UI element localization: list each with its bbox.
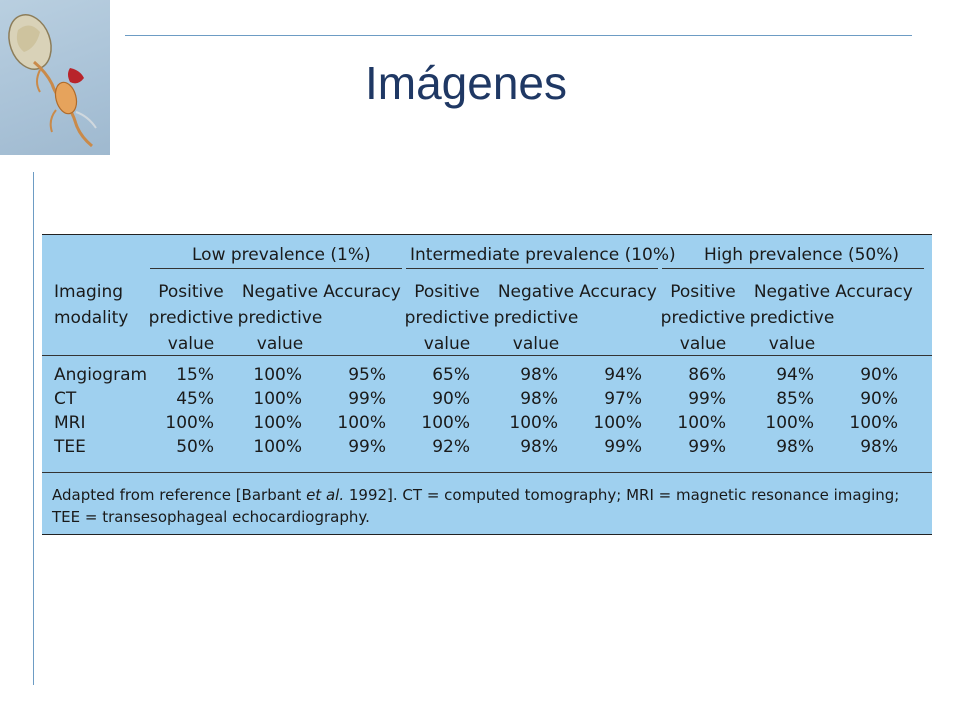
value-cell: 100% [337,413,386,433]
group-header-intermediate: Intermediate prevalence (10%) [410,245,676,265]
table-row: TEE 50% 100% 99% 92% 98% 99% 99% 98% 98% [42,435,932,459]
value-cell: 95% [348,365,386,385]
table-row: CT 45% 100% 99% 90% 98% 97% 99% 85% 90% [42,387,932,411]
modality-cell: TEE [54,437,86,457]
column-header: Accuracy [579,282,657,302]
value-cell: 99% [604,437,642,457]
value-cell: 99% [348,437,386,457]
value-cell: 92% [432,437,470,457]
group-header-low: Low prevalence (1%) [192,245,371,265]
value-cell: 98% [520,437,558,457]
column-header: Positive predictive value [404,282,490,354]
modality-cell: CT [54,389,77,409]
value-cell: 99% [348,389,386,409]
group-underline [406,268,658,269]
header-divider [42,355,932,356]
embryo-illustration-icon [8,14,97,148]
footnote-text: 1992]. CT = computed tomography; MRI = m… [344,486,900,504]
value-cell: 99% [688,437,726,457]
footnote-text: TEE = transesophageal echocardiography. [52,508,370,526]
value-cell: 100% [765,413,814,433]
slide-title: Imágenes [365,57,568,109]
group-header-high: High prevalence (50%) [704,245,900,265]
value-cell: 97% [604,389,642,409]
footnote-divider [42,472,932,473]
value-cell: 50% [176,437,214,457]
column-header: Accuracy [323,282,401,302]
value-cell: 15% [176,365,214,385]
top-divider [125,35,912,36]
logo-image [0,0,110,155]
value-cell: 65% [432,365,470,385]
table-row: Angiogram 15% 100% 95% 65% 98% 94% 86% 9… [42,363,932,387]
value-cell: 99% [688,389,726,409]
value-cell: 86% [688,365,726,385]
value-cell: 90% [860,389,898,409]
value-cell: 100% [509,413,558,433]
column-header: Accuracy [835,282,913,302]
value-cell: 100% [253,365,302,385]
footnote-text: Adapted from reference [Barbant [52,486,307,504]
column-header: Negative predictive value [493,282,579,354]
value-cell: 45% [176,389,214,409]
column-header: Positive predictive value [148,282,234,354]
value-cell: 100% [849,413,898,433]
value-cell: 90% [432,389,470,409]
column-header: Negative predictive value [749,282,835,354]
group-underline [150,268,402,269]
value-cell: 100% [253,389,302,409]
value-cell: 98% [520,365,558,385]
value-cell: 98% [860,437,898,457]
prevalence-table: Low prevalence (1%) Intermediate prevale… [42,234,932,535]
column-header: Positive predictive value [660,282,746,354]
value-cell: 98% [520,389,558,409]
value-cell: 100% [165,413,214,433]
table-row: MRI 100% 100% 100% 100% 100% 100% 100% 1… [42,411,932,435]
column-header: Negative predictive value [237,282,323,354]
value-cell: 100% [677,413,726,433]
modality-cell: Angiogram [54,365,148,385]
value-cell: 94% [776,365,814,385]
modality-cell: MRI [54,413,86,433]
value-cell: 100% [253,413,302,433]
value-cell: 90% [860,365,898,385]
value-cell: 98% [776,437,814,457]
left-divider [33,172,34,685]
footnote-italic: et al. [306,486,345,504]
value-cell: 94% [604,365,642,385]
value-cell: 100% [421,413,470,433]
value-cell: 100% [253,437,302,457]
table-footnote: Adapted from reference [Barbant et al. 1… [52,484,922,528]
group-underline [662,268,924,269]
column-header: Imaging modality [54,282,129,328]
value-cell: 85% [776,389,814,409]
value-cell: 100% [593,413,642,433]
